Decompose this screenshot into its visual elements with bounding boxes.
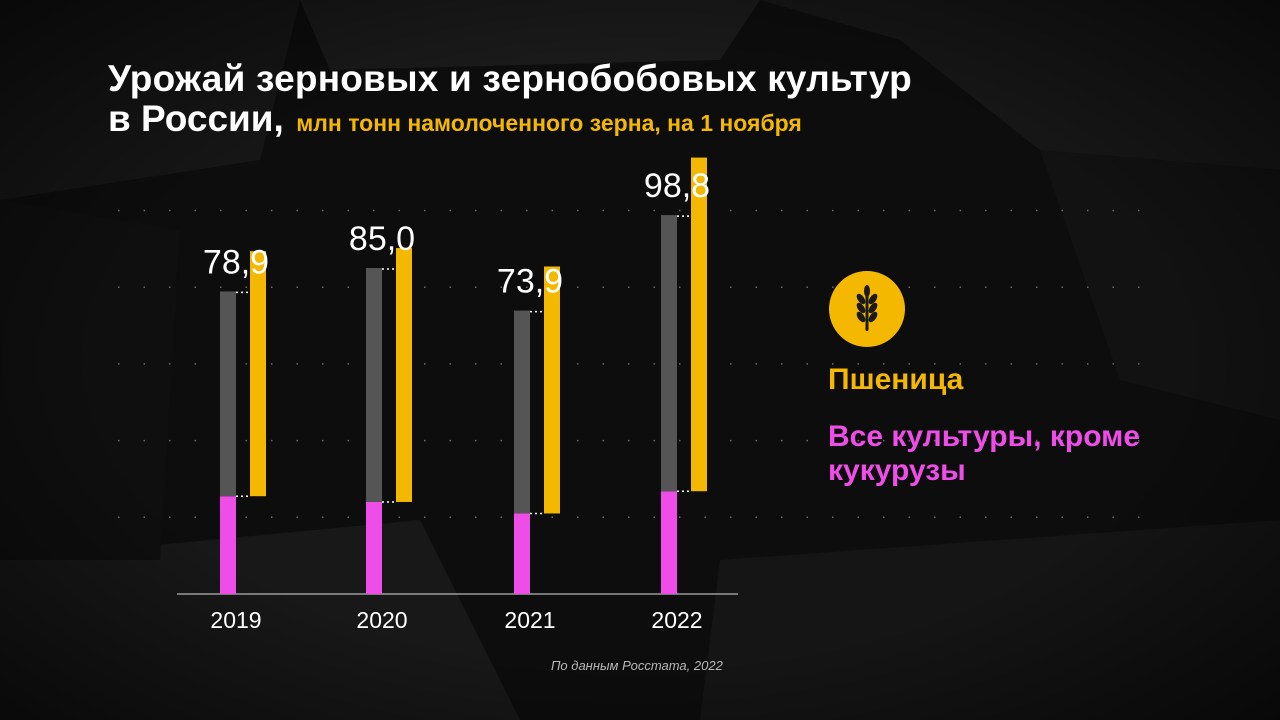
bar-wheat [250,251,266,497]
bar-wheat [544,266,560,514]
bar-total [220,291,236,497]
legend-wheat-label: Пшеница [828,363,964,396]
bar-all-crops [661,491,677,594]
chart-title: Урожай зерновых и зернобобовых культур [108,58,912,99]
x-tick-label: 2019 [210,607,261,633]
x-tick-label: 2020 [356,607,407,633]
chart-subtitle: в России, млн тонн намолоченного зерна, … [108,98,802,140]
chart-title-second-line: в России, [108,98,284,139]
bar-total [514,310,530,514]
bar-wheat [691,157,707,492]
bar-all-crops [220,496,236,594]
x-tick-label: 2022 [651,607,702,633]
legend-all-crops-label: Все культуры, кроме кукурузы [828,420,1141,487]
bar-all-crops [366,501,382,594]
source-note: По данным Росстата, 2022 [551,658,723,673]
bar-wheat [396,248,412,502]
total-label: 98,8 [644,167,710,205]
bar-total [366,268,382,502]
bar-total [661,215,677,492]
total-label: 85,0 [349,220,415,258]
total-label: 78,9 [203,243,269,281]
wheat-icon [829,271,905,347]
bar-all-crops [514,513,530,594]
chart-units: млн тонн намолоченного зерна, на 1 ноябр… [296,110,802,136]
x-tick-label: 2021 [504,607,555,633]
total-label: 73,9 [497,263,563,301]
